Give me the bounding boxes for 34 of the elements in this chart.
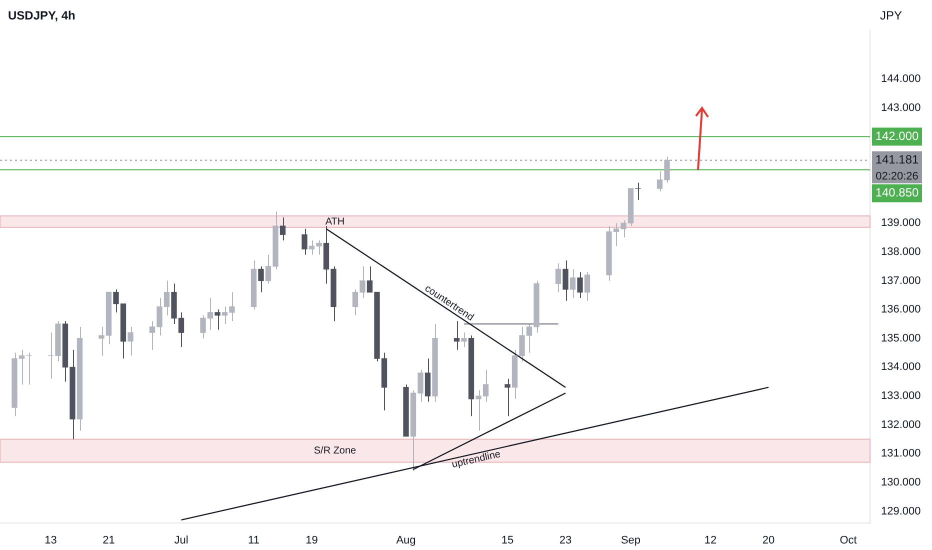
band-label: S/R Zone bbox=[314, 446, 357, 457]
x-tick-label: Jul bbox=[174, 534, 188, 546]
x-tick-label: Oct bbox=[840, 534, 857, 546]
y-tick-label: 133.000 bbox=[881, 390, 921, 402]
x-tick-label: 23 bbox=[559, 534, 572, 546]
text: 02:20:26 bbox=[876, 170, 918, 182]
x-tick-label: 19 bbox=[306, 534, 318, 546]
text: uptrendline bbox=[450, 448, 502, 471]
y-tick-label: 131.000 bbox=[881, 448, 921, 460]
y-tick-label: 139.000 bbox=[881, 217, 921, 230]
x-tick-label: 12 bbox=[704, 534, 717, 546]
y-axis-title: JPY bbox=[880, 8, 902, 22]
y-tick-label: 132.000 bbox=[881, 418, 921, 431]
y-tick-label: 130.000 bbox=[881, 476, 921, 488]
y-tick-label: 144.000 bbox=[881, 73, 921, 86]
band-label: ATH bbox=[325, 216, 345, 228]
y-tick-label: 135.000 bbox=[881, 332, 921, 344]
chart-title: USDJPY, 4h bbox=[8, 8, 76, 22]
x-tick-label: 11 bbox=[248, 534, 260, 546]
x-tick-label: 13 bbox=[44, 534, 57, 546]
y-tick-label: 134.000 bbox=[881, 361, 921, 374]
y-tick-label: 129.000 bbox=[881, 505, 921, 518]
ref-line-label: 141.181 bbox=[875, 152, 920, 167]
y-tick-label: 138.000 bbox=[881, 246, 921, 258]
ref-line-label: 142.000 bbox=[875, 128, 920, 143]
x-tick-label: 20 bbox=[762, 534, 775, 546]
y-tick-label: 137.000 bbox=[881, 274, 921, 287]
x-tick-label: 15 bbox=[501, 534, 514, 546]
x-tick-label: Sep bbox=[620, 534, 641, 546]
x-tick-label: 21 bbox=[102, 534, 115, 546]
y-tick-label: 143.000 bbox=[881, 102, 921, 114]
ref-line-label: 140.850 bbox=[875, 186, 920, 200]
x-tick-label: Aug bbox=[396, 534, 416, 546]
y-tick-label: 136.000 bbox=[881, 304, 921, 316]
